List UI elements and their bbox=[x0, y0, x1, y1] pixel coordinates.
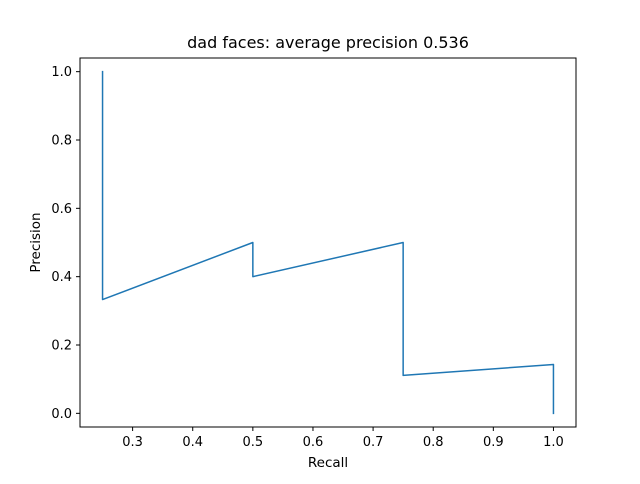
plot-frame bbox=[79, 57, 577, 428]
y-tick-label: 0.0 bbox=[51, 407, 72, 422]
x-tick-label: 0.5 bbox=[243, 435, 264, 450]
x-tick-label: 0.7 bbox=[363, 435, 384, 450]
y-tick-label: 0.6 bbox=[51, 202, 72, 217]
y-axis-ticks: 0.0 0.2 0.4 0.6 0.8 1.0 bbox=[51, 65, 80, 422]
x-tick-label: 0.9 bbox=[483, 435, 504, 450]
y-tick-label: 0.4 bbox=[51, 270, 72, 285]
x-axis-ticks: 0.3 0.4 0.5 0.6 0.7 0.8 0.9 1.0 bbox=[122, 427, 564, 450]
x-tick-label: 1.0 bbox=[543, 435, 564, 450]
y-tick-label: 1.0 bbox=[51, 65, 72, 80]
x-tick-label: 0.6 bbox=[303, 435, 324, 450]
x-tick-label: 0.8 bbox=[423, 435, 444, 450]
chart-title: dad faces: average precision 0.536 bbox=[187, 33, 469, 52]
pr-curve-line bbox=[101, 70, 555, 415]
x-tick-label: 0.3 bbox=[122, 435, 143, 450]
x-axis-label: Recall bbox=[308, 455, 348, 471]
y-axis-label: Precision bbox=[28, 212, 44, 272]
x-tick-label: 0.4 bbox=[182, 435, 203, 450]
y-tick-label: 0.2 bbox=[51, 339, 72, 354]
plot-area bbox=[80, 58, 576, 427]
series-layer bbox=[101, 70, 555, 415]
y-tick-label: 0.8 bbox=[51, 134, 72, 149]
